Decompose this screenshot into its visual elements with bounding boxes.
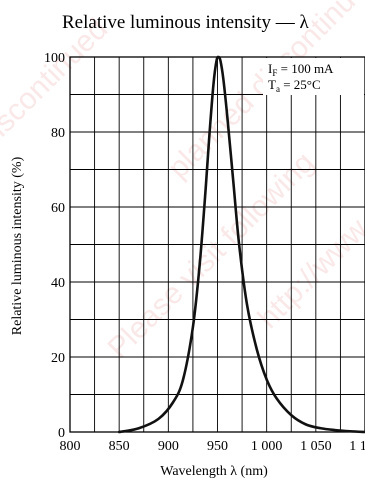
conditions-background	[263, 58, 364, 95]
x-tick-label: 850	[109, 439, 130, 454]
y-tick-label: 80	[51, 126, 65, 141]
y-axis-label: Relative luminous intensity (%)	[10, 156, 25, 335]
x-tick-labels: 800 850 900 950 1 000 1 050 1 100	[60, 439, 365, 454]
x-tick-label: 1 000	[251, 439, 283, 454]
watermark-text: Please visit following	[102, 146, 321, 365]
condition-ta: Ta = 25°C	[268, 77, 321, 94]
y-tick-label: 100	[44, 51, 65, 66]
chart-title: Relative luminous intensity — λ	[62, 12, 309, 33]
x-axis-label: Wavelength λ (nm)	[160, 464, 268, 479]
x-tick-label: 900	[158, 439, 179, 454]
condition-if: IF = 100 mA	[268, 61, 334, 78]
x-tick-label: 1 050	[300, 439, 332, 454]
grid	[70, 57, 365, 432]
y-tick-label: 40	[51, 276, 65, 291]
watermark-text: http://www	[252, 212, 365, 335]
x-tick-label: 800	[60, 439, 81, 454]
y-tick-label: 20	[51, 351, 65, 366]
y-tick-label: 60	[51, 201, 65, 216]
series-line	[117, 55, 365, 434]
x-tick-label: 1 100	[349, 439, 365, 454]
y-tick-label: 0	[58, 426, 65, 441]
x-tick-label: 950	[207, 439, 228, 454]
y-tick-labels: 0 20 40 60 80 100	[44, 51, 65, 441]
